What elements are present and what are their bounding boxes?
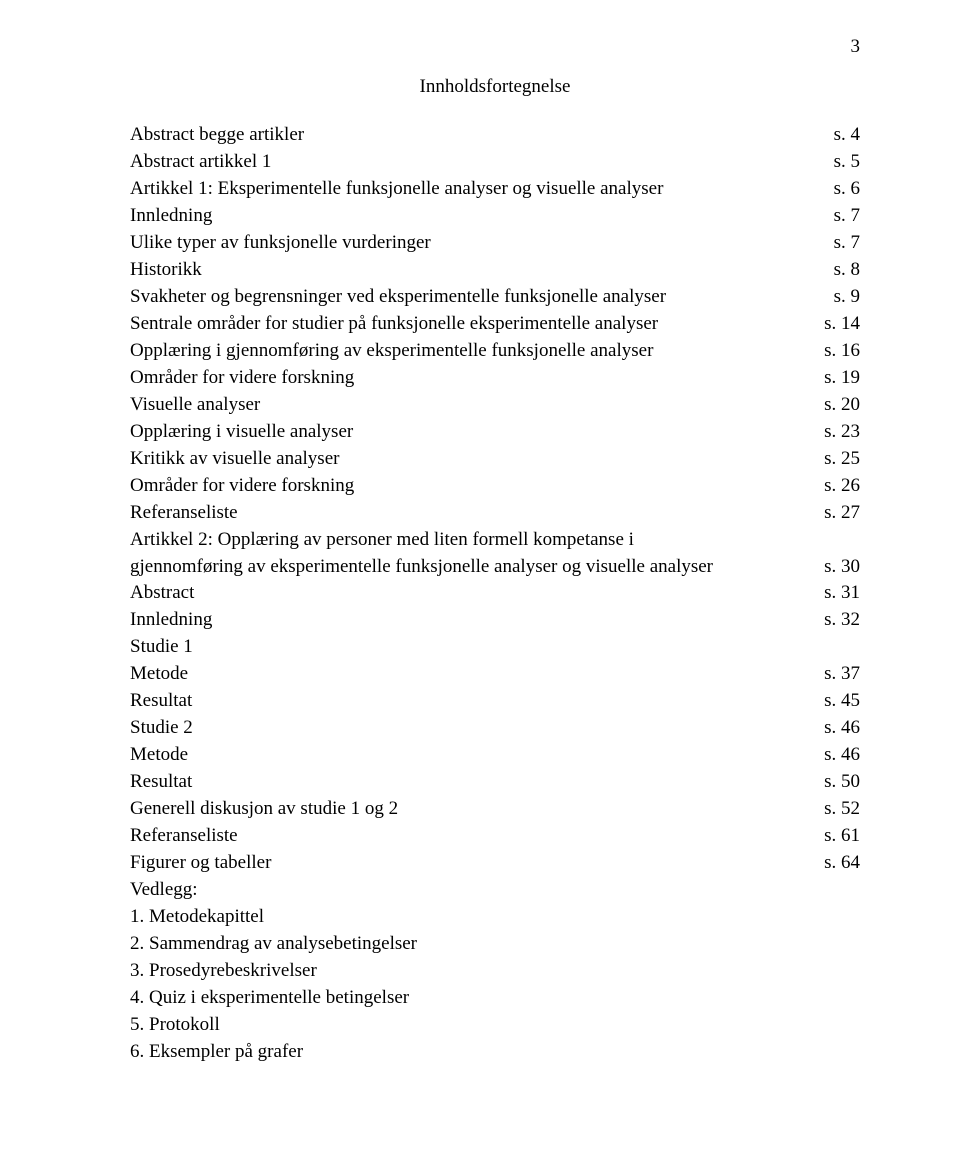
toc-entry-label: Områder for videre forskning bbox=[130, 473, 814, 500]
toc-entry: Visuelle analysers. 20 bbox=[130, 392, 860, 419]
toc-entry-page: s. 46 bbox=[814, 742, 860, 769]
toc-entry-page: s. 7 bbox=[824, 203, 860, 230]
toc-entry: Opplæring i visuelle analysers. 23 bbox=[130, 419, 860, 446]
toc-entry: Abstract begge artiklers. 4 bbox=[130, 122, 860, 149]
toc-entry-page: s. 64 bbox=[814, 850, 860, 877]
toc-entry-label: Studie 1 bbox=[130, 634, 850, 661]
toc-entry-page bbox=[850, 634, 860, 661]
toc-entry: Studie 2s. 46 bbox=[130, 715, 860, 742]
toc-entry: Innlednings. 32 bbox=[130, 607, 860, 634]
toc-entry-label: Abstract begge artikler bbox=[130, 122, 824, 149]
toc-entry-label: Metode bbox=[130, 661, 814, 688]
toc-entry-label: Historikk bbox=[130, 257, 824, 284]
toc-entry-label: Generell diskusjon av studie 1 og 2 bbox=[130, 796, 814, 823]
toc-entry-label: Innledning bbox=[130, 607, 814, 634]
toc-entry-label: Svakheter og begrensninger ved eksperime… bbox=[130, 284, 824, 311]
toc-entry: Sentrale områder for studier på funksjon… bbox=[130, 311, 860, 338]
toc-entry-page: s. 50 bbox=[814, 769, 860, 796]
toc-entry: Opplæring i gjennomføring av eksperiment… bbox=[130, 338, 860, 365]
toc-entry-page: s. 45 bbox=[814, 688, 860, 715]
appendix-item: 3. Prosedyrebeskrivelser bbox=[130, 958, 860, 985]
toc-entry-label-line1: Artikkel 2: Opplæring av personer med li… bbox=[130, 527, 860, 554]
toc-entry: Studie 1 bbox=[130, 634, 860, 661]
appendix-list: 1. Metodekapittel2. Sammendrag av analys… bbox=[130, 904, 860, 1066]
appendix-item: 4. Quiz i eksperimentelle betingelser bbox=[130, 985, 860, 1012]
toc-entry: Abstract artikkel 1s. 5 bbox=[130, 149, 860, 176]
toc-entry-label: Sentrale områder for studier på funksjon… bbox=[130, 311, 814, 338]
toc-entry-page: s. 61 bbox=[814, 823, 860, 850]
toc-entry-page: s. 27 bbox=[814, 500, 860, 527]
toc-entry: Historikks. 8 bbox=[130, 257, 860, 284]
toc-entry-page: s. 37 bbox=[814, 661, 860, 688]
toc-entry: Metodes. 37 bbox=[130, 661, 860, 688]
toc-entry: Innlednings. 7 bbox=[130, 203, 860, 230]
toc-entry: Resultats. 45 bbox=[130, 688, 860, 715]
appendix-item: 6. Eksempler på grafer bbox=[130, 1039, 860, 1066]
toc-list: Abstracts. 31Innlednings. 32Studie 1Meto… bbox=[130, 580, 860, 877]
toc-entry-page: s. 8 bbox=[824, 257, 860, 284]
toc-entry-label: Opplæring i gjennomføring av eksperiment… bbox=[130, 338, 814, 365]
toc-entry-label: Referanseliste bbox=[130, 823, 814, 850]
toc-entry-page: s. 31 bbox=[814, 580, 860, 607]
toc-entry-label: Opplæring i visuelle analyser bbox=[130, 419, 814, 446]
toc-entry-label: Abstract artikkel 1 bbox=[130, 149, 824, 176]
toc-entry: Områder for videre forsknings. 26 bbox=[130, 473, 860, 500]
toc-entry: Ulike typer av funksjonelle vurderingers… bbox=[130, 230, 860, 257]
toc-entry-label: Resultat bbox=[130, 769, 814, 796]
appendix-item: 2. Sammendrag av analysebetingelser bbox=[130, 931, 860, 958]
toc-entry-multiline: Artikkel 2: Opplæring av personer med li… bbox=[130, 527, 860, 581]
toc-entry-page: s. 6 bbox=[824, 176, 860, 203]
toc-entry-page: s. 9 bbox=[824, 284, 860, 311]
toc-entry-label: Figurer og tabeller bbox=[130, 850, 814, 877]
toc-entry: Resultats. 50 bbox=[130, 769, 860, 796]
toc-entry-page: s. 16 bbox=[814, 338, 860, 365]
toc-entry: Abstracts. 31 bbox=[130, 580, 860, 607]
toc-entry-label: Ulike typer av funksjonelle vurderinger bbox=[130, 230, 824, 257]
toc-entry-label: Artikkel 1: Eksperimentelle funksjonelle… bbox=[130, 176, 824, 203]
toc-entry-page: s. 7 bbox=[824, 230, 860, 257]
toc-entry-label: Områder for videre forskning bbox=[130, 365, 814, 392]
toc-entry: Områder for videre forsknings. 19 bbox=[130, 365, 860, 392]
toc-entry-page: s. 25 bbox=[814, 446, 860, 473]
toc-entry-label: Studie 2 bbox=[130, 715, 814, 742]
toc-entry-page: s. 20 bbox=[814, 392, 860, 419]
toc-entry-page: s. 14 bbox=[814, 311, 860, 338]
toc-entry-label-line2: gjennomføring av eksperimentelle funksjo… bbox=[130, 554, 814, 581]
toc-entry: Figurer og tabellers. 64 bbox=[130, 850, 860, 877]
toc-entry: Referanselistes. 27 bbox=[130, 500, 860, 527]
toc-entry: Kritikk av visuelle analysers. 25 bbox=[130, 446, 860, 473]
toc-entry: Metodes. 46 bbox=[130, 742, 860, 769]
toc-entry-label: Metode bbox=[130, 742, 814, 769]
toc-entry-page: s. 46 bbox=[814, 715, 860, 742]
toc-entry-page: s. 52 bbox=[814, 796, 860, 823]
appendix-item: 1. Metodekapittel bbox=[130, 904, 860, 931]
toc-entry-page: s. 30 bbox=[814, 554, 860, 581]
toc-list: Abstract begge artiklers. 4Abstract arti… bbox=[130, 122, 860, 527]
appendix-header: Vedlegg: bbox=[130, 877, 860, 904]
toc-entry-label: Resultat bbox=[130, 688, 814, 715]
toc-entry-label: Referanseliste bbox=[130, 500, 814, 527]
toc-entry: Artikkel 1: Eksperimentelle funksjonelle… bbox=[130, 176, 860, 203]
toc-entry-page: s. 5 bbox=[824, 149, 860, 176]
toc-entry-page: s. 23 bbox=[814, 419, 860, 446]
appendix-item: 5. Protokoll bbox=[130, 1012, 860, 1039]
toc-entry: Svakheter og begrensninger ved eksperime… bbox=[130, 284, 860, 311]
toc-entry-page: s. 32 bbox=[814, 607, 860, 634]
toc-entry-label: Innledning bbox=[130, 203, 824, 230]
toc-title: Innholdsfortegnelse bbox=[130, 76, 860, 98]
toc-entry-label: Visuelle analyser bbox=[130, 392, 814, 419]
appendix-section: Vedlegg: 1. Metodekapittel2. Sammendrag … bbox=[130, 877, 860, 1066]
toc-entry: Referanselistes. 61 bbox=[130, 823, 860, 850]
toc-entry-page: s. 26 bbox=[814, 473, 860, 500]
toc-entry-label: Kritikk av visuelle analyser bbox=[130, 446, 814, 473]
toc-entry-page: s. 4 bbox=[824, 122, 860, 149]
page-number: 3 bbox=[851, 36, 861, 58]
toc-entry-page: s. 19 bbox=[814, 365, 860, 392]
toc-entry-label: Abstract bbox=[130, 580, 814, 607]
toc-entry: Generell diskusjon av studie 1 og 2s. 52 bbox=[130, 796, 860, 823]
